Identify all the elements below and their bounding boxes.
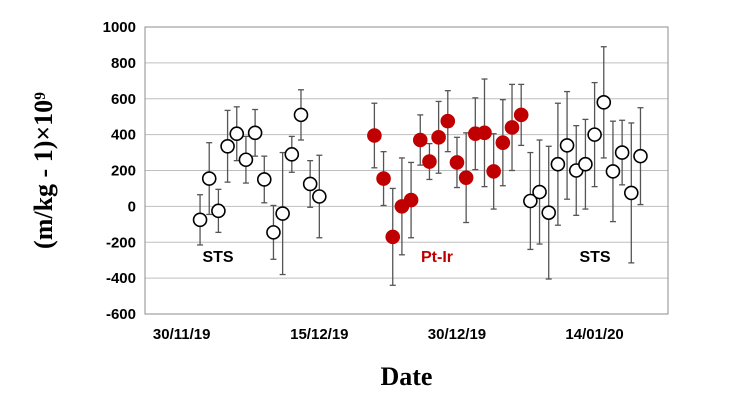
data-point-pt-ir <box>513 107 529 123</box>
data-point-sts <box>201 171 217 186</box>
y-tick-label: -200 <box>106 234 136 251</box>
data-point-sts <box>605 164 621 179</box>
data-point-pt-ir <box>449 155 465 170</box>
y-tick-label: 1000 <box>103 19 136 36</box>
data-point-sts <box>550 156 566 172</box>
data-point-sts <box>587 127 602 142</box>
data-point-pt-ir <box>412 132 428 148</box>
axes: -600 -400 -200 0 200 400 600 800 1000 30/11/19 15/… <box>103 19 669 343</box>
data-point-sts <box>623 185 639 201</box>
data-point-sts <box>532 184 547 200</box>
y-tick-label: -600 <box>106 306 136 323</box>
data-point-sts <box>302 176 318 192</box>
data-point-pt-ir <box>422 154 437 169</box>
data-point-sts <box>596 95 612 110</box>
y-tick-label: 600 <box>111 91 136 108</box>
data-point-sts <box>284 147 300 162</box>
data-point-pt-ir <box>458 170 474 185</box>
data-point-sts <box>266 225 281 240</box>
y-axis-label: (m/kg - 1)×10⁹ <box>29 92 58 249</box>
annotation-sts-left: STS <box>202 249 233 266</box>
data-point-pt-ir <box>431 130 446 145</box>
data-point-sts <box>211 203 226 219</box>
x-tick-label: 15/12/19 <box>290 326 348 343</box>
y-tick-label: 400 <box>111 127 136 144</box>
plot-frame <box>144 26 669 315</box>
y-tick-label: 800 <box>111 55 136 72</box>
data-point-sts <box>238 152 254 168</box>
x-tick-label: 30/11/19 <box>153 326 211 343</box>
data-point-pt-ir <box>495 135 511 150</box>
data-point-sts <box>220 138 235 154</box>
data-point-pt-ir <box>504 120 520 135</box>
data-point-sts <box>614 145 630 160</box>
data-point-sts <box>229 126 245 142</box>
gridlines <box>145 62 668 279</box>
chart-text: Date (m/kg - 1)×10⁹ STS Pt-Ir STS <box>29 92 611 391</box>
x-tick-label: 14/01/20 <box>565 326 623 343</box>
data-point-sts <box>275 206 290 221</box>
data-point-sts <box>633 148 648 164</box>
data-point-pt-ir <box>403 192 419 208</box>
y-tick-label: 0 <box>128 198 136 215</box>
data-point-pt-ir <box>486 164 501 179</box>
data-point-pt-ir <box>385 229 401 245</box>
data-point-sts <box>541 205 557 220</box>
data-point-sts <box>312 189 327 204</box>
data-point-sts <box>523 193 538 209</box>
x-axis-label: Date <box>381 362 433 391</box>
data-point-sts <box>256 172 272 187</box>
data-point-pt-ir <box>376 171 391 186</box>
data-point-sts <box>578 156 593 172</box>
annotation-pt-ir: Pt-Ir <box>421 249 453 266</box>
data-point-pt-ir <box>367 128 382 143</box>
x-tick-label: 30/12/19 <box>428 326 486 343</box>
data-point-sts <box>559 138 575 153</box>
y-tick-label: 200 <box>111 163 136 180</box>
data-point-sts <box>247 125 263 141</box>
data-points <box>192 95 648 245</box>
data-point-sts <box>293 107 309 123</box>
y-tick-label: -400 <box>106 270 136 287</box>
data-point-sts <box>192 212 208 228</box>
data-point-pt-ir <box>477 125 492 141</box>
data-point-pt-ir <box>440 113 456 129</box>
annotation-sts-right: STS <box>579 249 610 266</box>
